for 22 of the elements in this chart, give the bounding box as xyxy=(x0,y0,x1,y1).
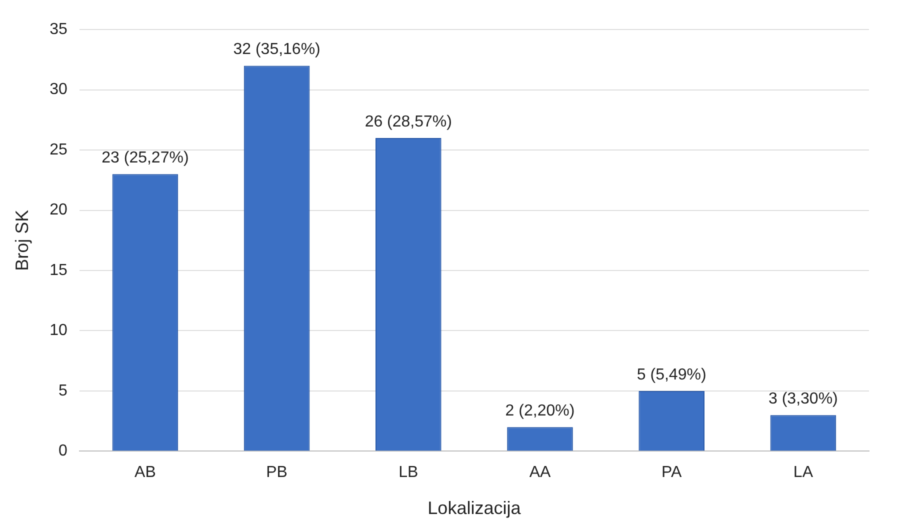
y-tick-label: 15 xyxy=(50,262,68,279)
y-tick-label: 10 xyxy=(50,322,68,340)
data-label: 5 (5,49%) xyxy=(636,366,706,384)
x-tick-label: AB xyxy=(134,464,156,482)
y-tick-label: 5 xyxy=(58,382,68,400)
x-tick-label: LB xyxy=(398,464,418,482)
x-tick-label: LA xyxy=(793,464,814,482)
y-tick-label: 30 xyxy=(50,81,68,98)
x-tick-label: AA xyxy=(529,464,551,482)
data-label: 3 (3,30%) xyxy=(768,390,838,408)
x-tick-label: PB xyxy=(266,464,288,482)
y-tick-label: 20 xyxy=(50,202,68,219)
data-label: 2 (2,20%) xyxy=(505,402,575,420)
x-axis-title: Lokalizacija xyxy=(428,498,522,518)
y-axis-title: Broj SK xyxy=(12,210,32,271)
data-label: 32 (35,16%) xyxy=(233,41,320,58)
y-tick-label: 0 xyxy=(58,442,68,460)
y-tick-label: 35 xyxy=(50,21,68,38)
data-label: 23 (25,27%) xyxy=(102,150,189,167)
y-tick-label: 25 xyxy=(50,141,68,158)
x-tick-label: PA xyxy=(662,464,682,482)
data-label: 26 (28,57%) xyxy=(364,113,452,130)
